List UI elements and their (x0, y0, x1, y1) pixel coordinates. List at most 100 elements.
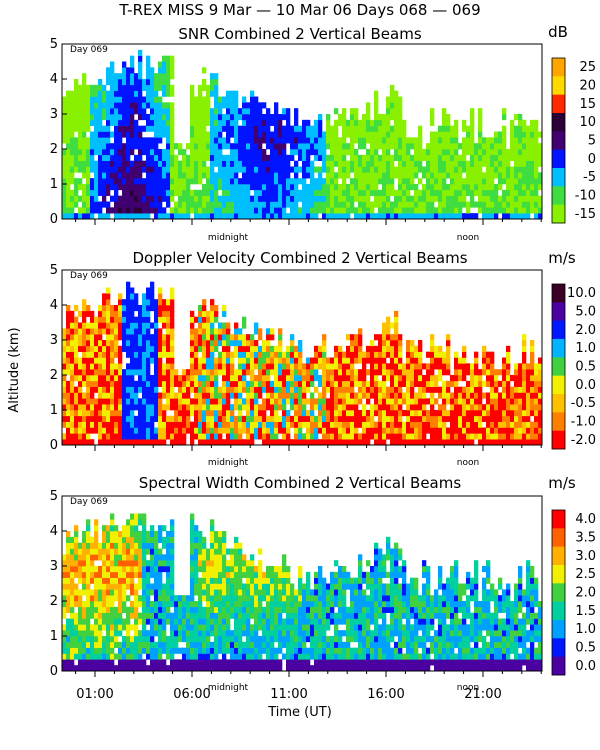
width-cell (86, 536, 91, 543)
doppler-cell (98, 357, 103, 364)
width-cell (78, 571, 83, 578)
doppler-cell (270, 357, 275, 364)
doppler-cell (66, 310, 71, 317)
snr-cell (386, 195, 391, 202)
doppler-cell (254, 433, 259, 440)
doppler-cell (158, 345, 163, 352)
doppler-cell (154, 310, 159, 317)
doppler-cell (178, 410, 183, 417)
snr-cell (298, 189, 303, 196)
width-cell (82, 577, 87, 584)
doppler-cell (386, 410, 391, 417)
snr-cell (210, 166, 215, 173)
width-cell (122, 554, 127, 561)
snr-cell (170, 213, 175, 220)
width-cell (86, 531, 91, 538)
doppler-cell (258, 427, 263, 434)
doppler-cell (74, 369, 79, 376)
snr-cell (386, 213, 391, 220)
snr-cell (366, 178, 371, 185)
width-cell (130, 601, 135, 608)
doppler-cell (410, 392, 415, 399)
snr-cell (106, 184, 111, 191)
snr-cell (254, 96, 259, 103)
doppler-cell (274, 345, 279, 352)
snr-cell (150, 201, 155, 208)
doppler-cell (254, 410, 259, 417)
width-cell (110, 519, 115, 526)
snr-cell (214, 184, 219, 191)
doppler-cell (362, 392, 367, 399)
doppler-cell (166, 305, 171, 312)
doppler-cell (518, 398, 523, 405)
width-cell (134, 653, 139, 660)
snr-cell (450, 143, 455, 150)
snr-cell (514, 131, 519, 138)
doppler-cell (378, 340, 383, 347)
width-cell (86, 583, 91, 590)
width-cell (130, 665, 135, 672)
snr-cell (106, 73, 111, 80)
snr-cell (494, 160, 499, 167)
doppler-cell (138, 404, 143, 411)
snr-cell (202, 184, 207, 191)
snr-cell (118, 149, 123, 156)
snr-cell (466, 207, 471, 214)
doppler-cell (70, 375, 75, 382)
doppler-cell (398, 392, 403, 399)
doppler-cell (162, 415, 167, 422)
doppler-cell (118, 310, 123, 317)
snr-cell (454, 125, 459, 132)
snr-cell (194, 189, 199, 196)
snr-cell (158, 61, 163, 68)
doppler-cell (378, 351, 383, 358)
snr-cell (430, 166, 435, 173)
doppler-cell (258, 363, 263, 370)
doppler-cell (526, 363, 531, 370)
snr-cell (406, 143, 411, 150)
doppler-cell (98, 363, 103, 370)
snr-cell (290, 143, 295, 150)
doppler-cell (526, 392, 531, 399)
doppler-cell (326, 421, 331, 428)
doppler-cell (366, 380, 371, 387)
snr-cell (338, 166, 343, 173)
snr-cell (274, 189, 279, 196)
snr-cell (74, 189, 79, 196)
doppler-cell (342, 398, 347, 405)
snr-noon-label: noon (457, 233, 479, 243)
doppler-cell (70, 415, 75, 422)
snr-cell (374, 213, 379, 220)
doppler-cell (382, 351, 387, 358)
snr-cell (114, 172, 119, 179)
snr-cell (458, 154, 463, 161)
width-cell (126, 653, 131, 660)
doppler-cell (94, 334, 99, 341)
doppler-cell (382, 439, 387, 446)
snr-cell (246, 119, 251, 126)
doppler-cell (262, 363, 267, 370)
snr-cell (182, 213, 187, 220)
snr-cell (86, 201, 91, 208)
snr-cell (402, 154, 407, 161)
snr-cell (62, 119, 67, 126)
snr-cell (190, 166, 195, 173)
doppler-cell (334, 357, 339, 364)
doppler-cell (474, 392, 479, 399)
doppler-cell (130, 439, 135, 446)
snr-cell (94, 131, 99, 138)
snr-cell (226, 201, 231, 208)
doppler-cell (102, 375, 107, 382)
snr-cell (138, 149, 143, 156)
snr-cell (382, 213, 387, 220)
width-cell (118, 571, 123, 578)
doppler-cell (486, 369, 491, 376)
doppler-cell (242, 357, 247, 364)
snr-cell (102, 172, 107, 179)
snr-cell (274, 114, 279, 121)
doppler-cell (282, 433, 287, 440)
snr-cell (314, 149, 319, 156)
width-cell (134, 612, 139, 619)
snr-cell (310, 137, 315, 144)
snr-cell (342, 207, 347, 214)
